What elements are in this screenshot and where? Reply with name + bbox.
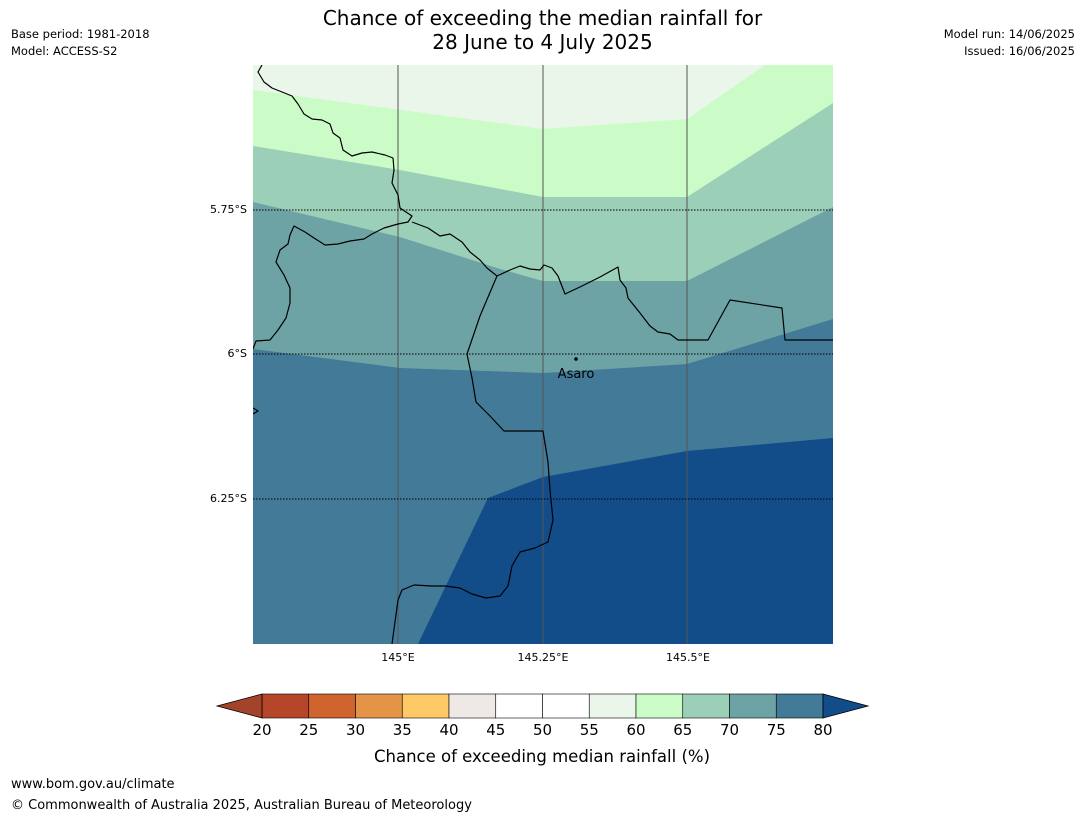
colorbar-tick-40: 40 (439, 721, 458, 739)
province-boundaries (253, 65, 833, 644)
colorbar-segments (261, 693, 824, 719)
colorbar-segment-65-70 (682, 693, 730, 719)
colorbar-segment-40-45 (448, 693, 497, 719)
colorbar-tick-80: 80 (813, 721, 832, 739)
title-line-1: Chance of exceeding the median rainfall … (322, 6, 763, 30)
colorbar-segment-75-80 (775, 693, 824, 719)
latitude-labels: 5.75°S 6°S 6.25°S (210, 203, 247, 505)
colorbar-tick-75: 75 (767, 721, 786, 739)
meta-right: Model run: 14/06/2025 Issued: 16/06/2025 (944, 26, 1075, 60)
colorbar-segment-25-30 (308, 693, 356, 719)
lon-label-145: 145°E (381, 651, 414, 664)
boundary-northwest (253, 65, 413, 350)
lon-label-145-25: 145.25°E (518, 651, 569, 664)
lat-label-6-25: 6.25°S (210, 492, 247, 505)
asaro-marker (574, 357, 578, 361)
boundary-central (411, 221, 833, 341)
lon-label-145-5: 145.5°E (666, 651, 710, 664)
colorbar-tick-25: 25 (299, 721, 318, 739)
issued-date: Issued: 16/06/2025 (964, 44, 1075, 58)
colorbar-segment-60-65 (635, 693, 684, 719)
parallels (253, 209, 833, 500)
model-run: Model run: 14/06/2025 (943, 27, 1075, 41)
footer-url: www.bom.gov.au/climate (11, 777, 175, 792)
colorbar-segment-30-35 (355, 693, 403, 719)
band-over-80 (418, 438, 833, 644)
colorbar-tick-30: 30 (346, 721, 365, 739)
boundary-west-edge (253, 407, 259, 415)
footer-copyright: © Commonwealth of Australia 2025, Austra… (11, 798, 472, 813)
boundary-south (391, 275, 554, 644)
base-period: Base period: 1981-2018 (11, 27, 150, 41)
lat-label-5-75: 5.75°S (210, 203, 247, 216)
meta-left: Base period: 1981-2018 Model: ACCESS-S2 (11, 26, 150, 60)
model-name: Model: ACCESS-S2 (11, 44, 118, 58)
map-figure: Asaro 5.75°S 6°S 6.25°S 145°E 145.25°E 1… (210, 65, 833, 664)
colorbar-segment-55-60 (588, 693, 637, 719)
colorbar-segment-50-55 (542, 693, 590, 719)
longitude-labels: 145°E 145.25°E 145.5°E (381, 651, 710, 664)
colorbar-segment-20-25 (261, 693, 310, 719)
colorbar-under-arrow (215, 693, 263, 719)
colorbar-segment-45-50 (495, 693, 543, 719)
colorbar-tick-65: 65 (673, 721, 692, 739)
colorbar-segment-35-40 (401, 693, 450, 719)
colorbar-tick-55: 55 (580, 721, 599, 739)
colorbar-over-arrow (822, 693, 870, 719)
colorbar-label: Chance of exceeding median rainfall (%) (374, 747, 710, 766)
colorbar-tick-45: 45 (486, 721, 505, 739)
map-title: Chance of exceeding the median rainfall … (0, 6, 1085, 54)
colorbar-tick-20: 20 (252, 721, 271, 739)
colorbar-tick-70: 70 (720, 721, 739, 739)
colorbar: 20 25 30 35 40 45 50 55 60 65 70 75 80 Chance of exc… (215, 693, 870, 766)
colorbar-tick-35: 35 (393, 721, 412, 739)
colorbar-tick-50: 50 (533, 721, 552, 739)
asaro-label: Asaro (558, 367, 595, 382)
colorbar-tick-60: 60 (626, 721, 645, 739)
colorbar-segment-70-75 (729, 693, 777, 719)
title-line-2: 28 June to 4 July 2025 (432, 30, 653, 54)
colorbar-tick-labels: 20 25 30 35 40 45 50 55 60 65 70 75 80 (252, 721, 832, 739)
lat-label-6: 6°S (228, 347, 247, 360)
map-panel (253, 65, 833, 644)
footer: www.bom.gov.au/climate © Commonwealth of… (11, 774, 472, 816)
